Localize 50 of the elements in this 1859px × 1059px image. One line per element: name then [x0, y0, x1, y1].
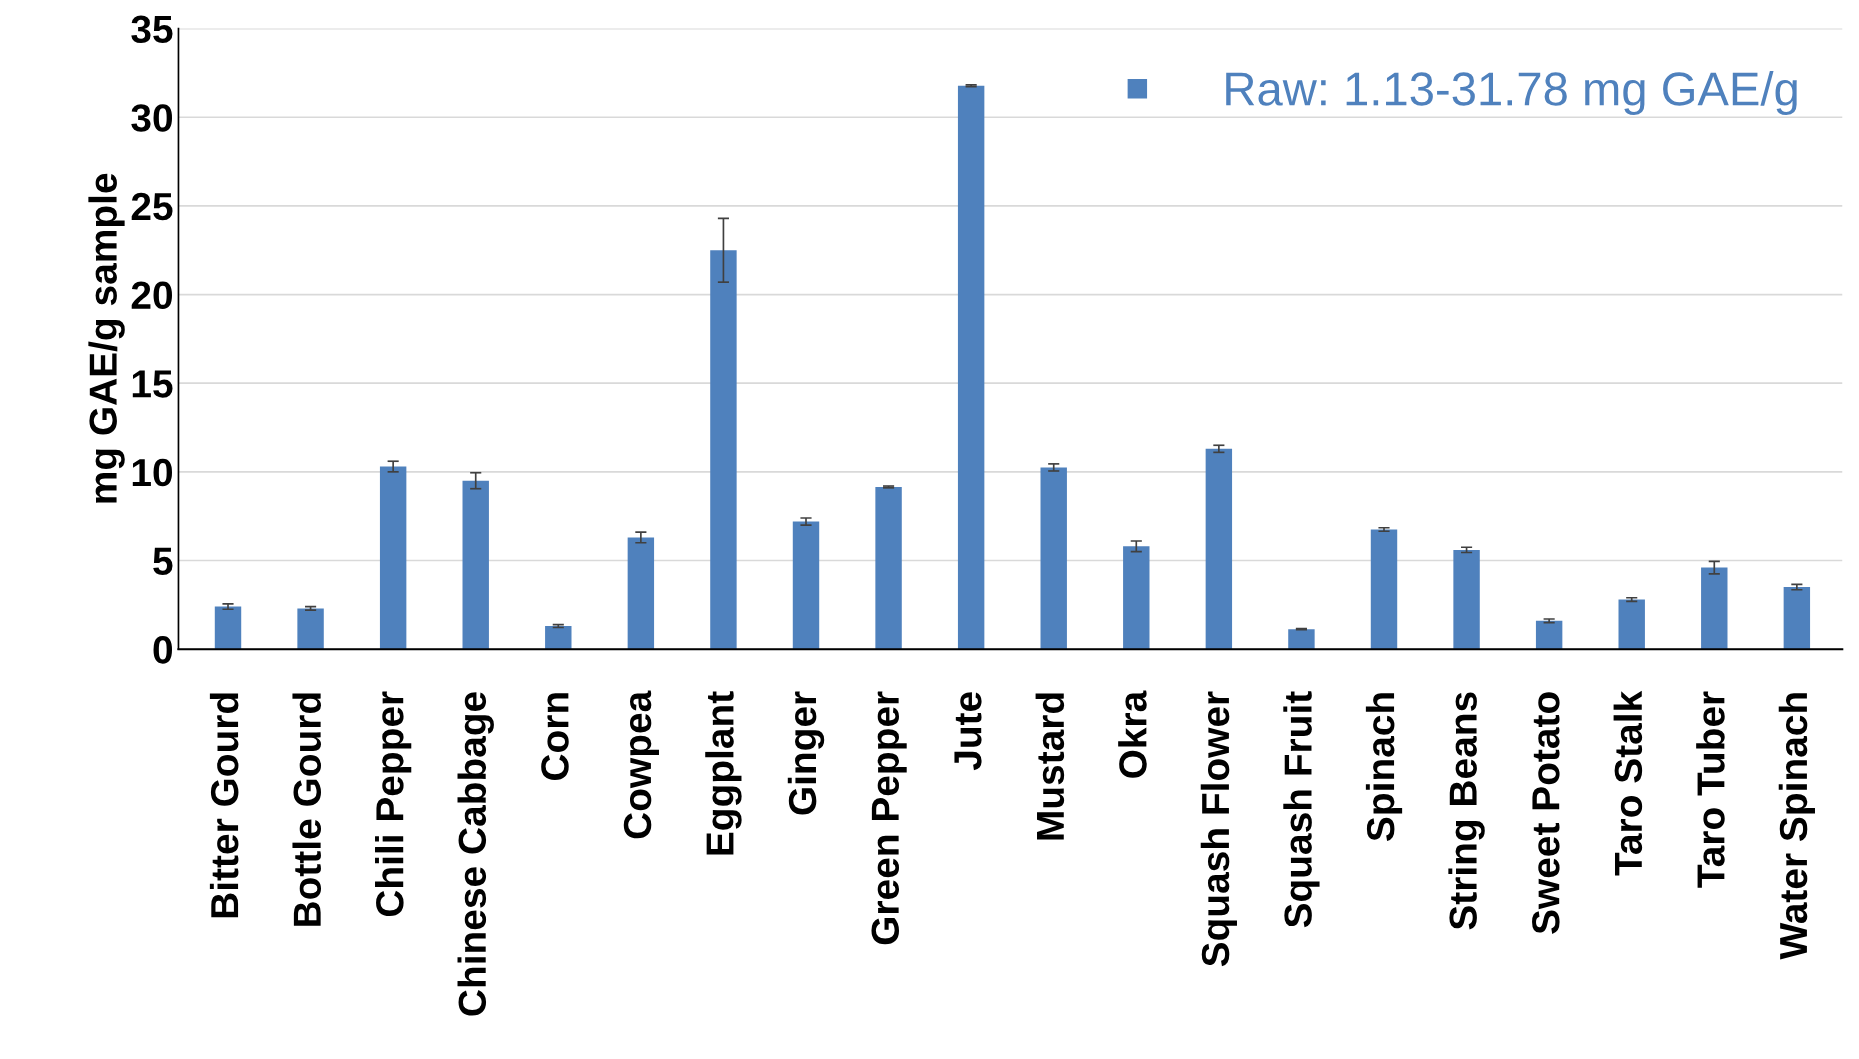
bar — [379, 466, 407, 650]
bar — [1205, 448, 1233, 650]
x-tick-label: Taro Tuber — [1696, 691, 1725, 888]
bar — [545, 626, 572, 650]
bar — [792, 521, 820, 650]
x-tick-label: Squash Flower — [1200, 691, 1237, 967]
y-tick-label: 35 — [131, 15, 173, 44]
y-tick-label: 0 — [153, 636, 173, 664]
x-tick-label: Squash Fruit — [1283, 691, 1320, 928]
x-tick-label: Eggplant — [705, 691, 742, 855]
x-tick-label: Jute — [954, 692, 982, 771]
bar — [1618, 599, 1645, 650]
x-tick-label: Water Spinach — [1778, 693, 1815, 960]
bar — [1370, 529, 1398, 650]
x-tick-label: Spinach — [1365, 693, 1403, 841]
x-tick-label: Bitter Gourd — [209, 693, 239, 918]
y-tick-label: 15 — [132, 370, 173, 398]
legend-label: Raw: 1.13-31.78 mg GAE/g — [1226, 71, 1797, 116]
y-tick-label: 5 — [153, 547, 173, 575]
y-axis-title: mg GAE/g sample — [88, 173, 125, 503]
bar — [1040, 467, 1067, 650]
bar — [627, 537, 655, 650]
x-tick-label: Ginger — [787, 691, 825, 815]
y-tick-label: 30 — [131, 104, 173, 132]
x-tick-label: String Beans — [1448, 692, 1485, 930]
bar — [1288, 629, 1315, 650]
x-tick-label: Corn — [541, 693, 569, 780]
bar — [875, 486, 902, 650]
bar — [1701, 567, 1728, 650]
y-tick-label: 20 — [131, 281, 173, 310]
bar — [214, 606, 242, 650]
x-tick-label: Green Pepper — [871, 691, 907, 945]
x-tick-label: Chili Pepper — [375, 691, 412, 917]
bar — [957, 85, 985, 650]
x-tick-label: Taro Stalk — [1613, 690, 1643, 876]
bar — [710, 250, 737, 650]
y-tick-label: 10 — [132, 458, 173, 487]
x-tick-label: Okra — [1118, 690, 1147, 778]
x-tick-label: Chinese Cabbage — [457, 692, 494, 1016]
bar — [1783, 587, 1811, 650]
y-tick-label: 25 — [131, 192, 173, 221]
bar — [1535, 620, 1563, 650]
x-tick-label: Sweet Potato — [1532, 692, 1560, 934]
x-tick-label: Bottle Gourd — [292, 693, 322, 926]
bar — [1453, 549, 1480, 650]
x-tick-label: Cowpea — [623, 690, 659, 839]
bar — [462, 480, 489, 650]
bar — [1123, 546, 1150, 650]
bar — [297, 608, 324, 650]
x-tick-label: Mustard — [1035, 693, 1065, 840]
